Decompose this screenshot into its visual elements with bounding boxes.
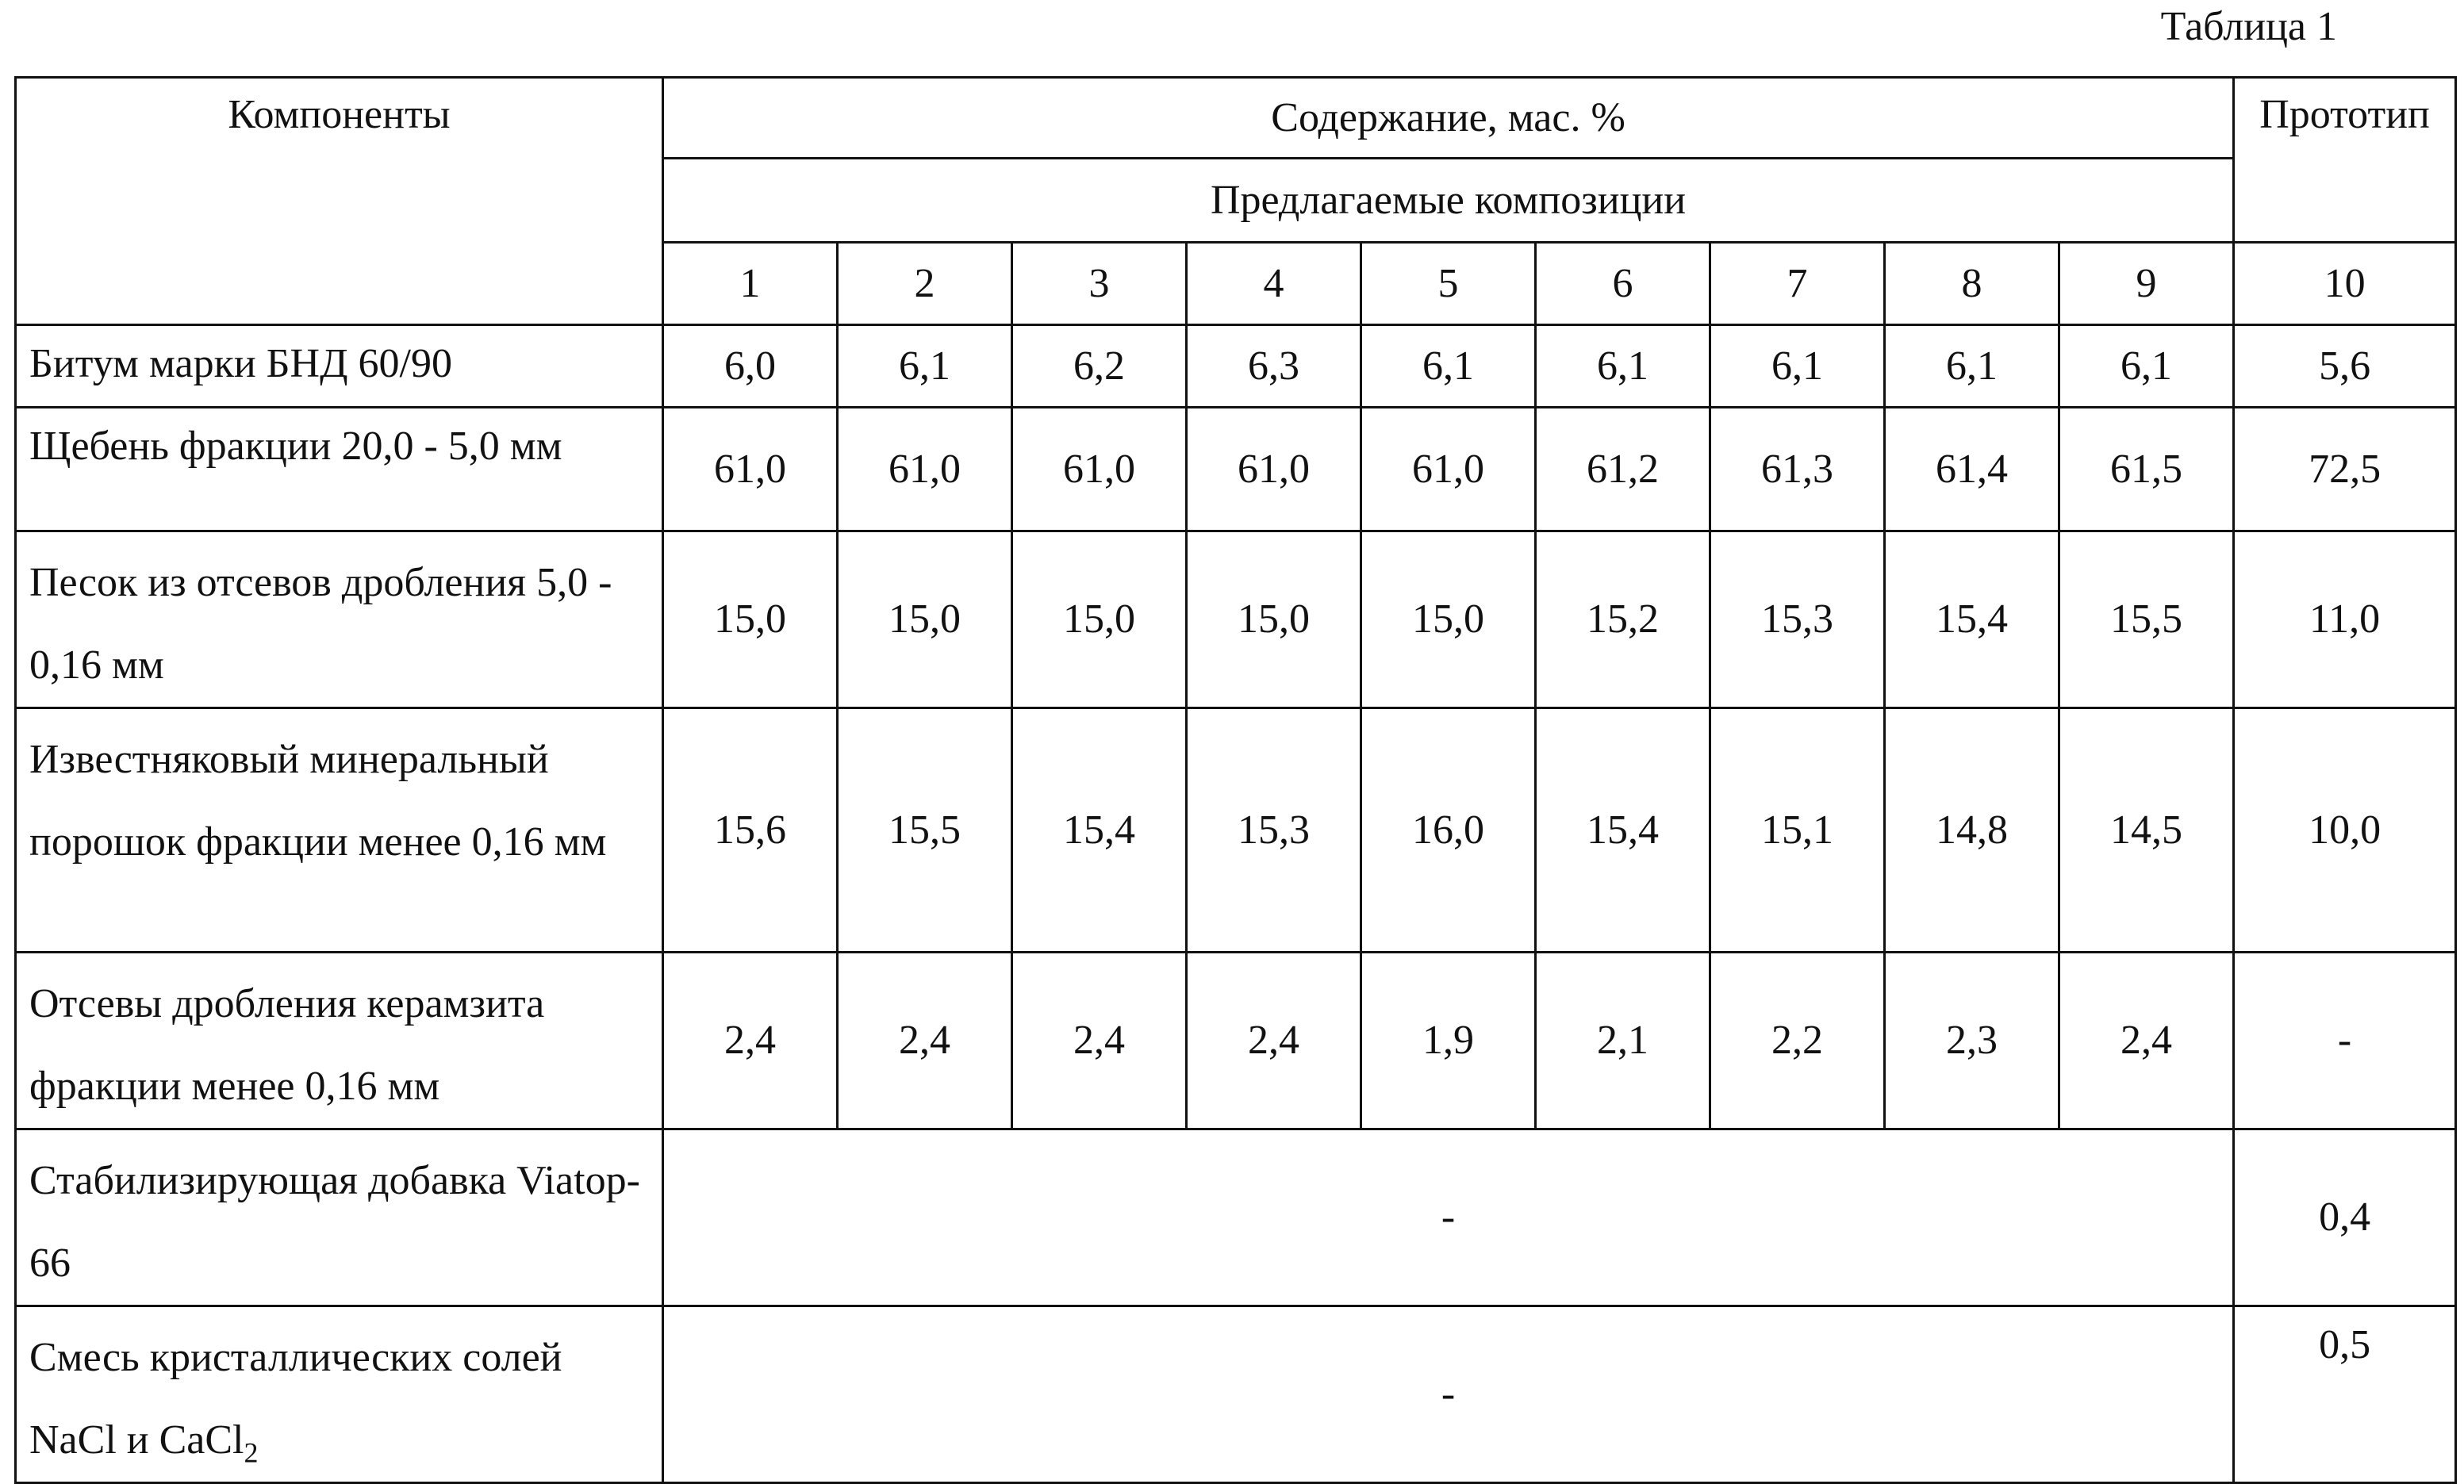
table-cell: 15,0: [1011, 530, 1188, 709]
table-cell: 6,3: [1185, 324, 1362, 408]
table-row: Щебень фракции 20,0 - 5,0 мм 61,0 61,0 6…: [14, 406, 2458, 532]
column-number: 9: [2057, 241, 2236, 326]
table-row: Стабилизирующая добавка Viatop-66 - 0,4: [14, 1128, 2458, 1307]
prototype-cell: 11,0: [2232, 530, 2458, 709]
table-cell: 61,0: [662, 406, 839, 532]
table-cell: 15,3: [1709, 530, 1886, 709]
table-cell: 6,2: [1011, 324, 1188, 408]
table-cell: 6,0: [662, 324, 839, 408]
component-name: Известняковый минеральный порошок фракци…: [14, 707, 664, 953]
table-cell: 15,2: [1534, 530, 1711, 709]
table-cell: 15,5: [2057, 530, 2236, 709]
table-cell: 14,5: [2057, 707, 2236, 953]
table-row: Смесь кристаллических солей NaCl и CaCl2…: [14, 1305, 2458, 1484]
table-cell: 2,4: [1011, 951, 1188, 1130]
table-cell: 15,4: [1011, 707, 1188, 953]
prototype-cell: 0,5: [2232, 1305, 2458, 1484]
header-prototype: Прототип: [2232, 76, 2458, 243]
table-cell: 61,0: [836, 406, 1013, 532]
table-cell: 15,4: [1534, 707, 1711, 953]
table-cell: 2,4: [2057, 951, 2236, 1130]
table-cell: 61,3: [1709, 406, 1886, 532]
table-row: Битум марки БНД 60/90 6,0 6,1 6,2 6,3 6,…: [14, 324, 2458, 408]
component-name: Отсевы дробления керамзита фракции менее…: [14, 951, 664, 1130]
component-name: Щебень фракции 20,0 - 5,0 мм: [14, 406, 664, 532]
table-cell: 6,1: [1360, 324, 1537, 408]
table-cell: 6,1: [1709, 324, 1886, 408]
table-cell: 14,8: [1883, 707, 2060, 953]
table-cell: 2,4: [836, 951, 1013, 1130]
table-cell: 2,3: [1883, 951, 2060, 1130]
column-number: 5: [1360, 241, 1537, 326]
component-name: Битум марки БНД 60/90: [14, 324, 664, 408]
table-cell: 15,0: [1360, 530, 1537, 709]
table-cell: 61,0: [1360, 406, 1537, 532]
column-number: 2: [836, 241, 1013, 326]
table-cell: 6,1: [836, 324, 1013, 408]
component-name: Смесь кристаллических солей NaCl и CaCl2: [14, 1305, 664, 1484]
table-cell: 6,1: [2057, 324, 2236, 408]
table-cell: 2,2: [1709, 951, 1886, 1130]
table-row: Отсевы дробления керамзита фракции менее…: [14, 951, 2458, 1130]
column-number: 7: [1709, 241, 1886, 326]
table-cell: 6,1: [1883, 324, 2060, 408]
prototype-cell: 10,0: [2232, 707, 2458, 953]
table-caption: Таблица 1: [2160, 4, 2337, 49]
prototype-cell: 5,6: [2232, 324, 2458, 408]
prototype-cell: 72,5: [2232, 406, 2458, 532]
column-number: 8: [1883, 241, 2060, 326]
column-number: 10: [2232, 241, 2458, 326]
table-cell: 15,6: [662, 707, 839, 953]
component-name: Стабилизирующая добавка Viatop-66: [14, 1128, 664, 1307]
header-row-numbers: 1 2 3 4 5 6 7 8 9 10: [16, 241, 2458, 326]
table-row: Песок из отсевов дробления 5,0 - 0,16 мм…: [14, 530, 2458, 709]
merged-value-cell: -: [661, 1305, 2236, 1484]
table-cell: 16,0: [1360, 707, 1537, 953]
column-number: 3: [1011, 241, 1188, 326]
table-cell: 15,0: [1185, 530, 1362, 709]
table-cell: 15,4: [1883, 530, 2060, 709]
header-content: Содержание, мас. %: [661, 76, 2236, 159]
component-name: Песок из отсевов дробления 5,0 - 0,16 мм: [14, 530, 664, 709]
table-cell: 15,0: [662, 530, 839, 709]
column-number: 6: [1534, 241, 1711, 326]
component-name-subscript: 2: [244, 1436, 259, 1469]
prototype-cell: -: [2232, 951, 2458, 1130]
component-name-text: Смесь кристаллических солей NaCl и CaCl: [29, 1335, 562, 1463]
table-cell: 2,1: [1534, 951, 1711, 1130]
header-proposed: Предлагаемые композиции: [661, 157, 2236, 243]
table-cell: 2,4: [1185, 951, 1362, 1130]
table-cell: 61,4: [1883, 406, 2060, 532]
table-row: Известняковый минеральный порошок фракци…: [14, 707, 2458, 953]
column-number: 1: [662, 241, 839, 326]
table-cell: 15,3: [1185, 707, 1362, 953]
table-cell: 15,1: [1709, 707, 1886, 953]
table-cell: 61,5: [2057, 406, 2236, 532]
table-cell: 61,0: [1011, 406, 1188, 532]
table-cell: 61,2: [1534, 406, 1711, 532]
table-cell: 15,5: [836, 707, 1013, 953]
prototype-cell: 0,4: [2232, 1128, 2458, 1307]
header-row-content: Компоненты Содержание, мас. % Прототип: [14, 76, 2458, 326]
table-cell: 2,4: [662, 951, 839, 1130]
table-cell: 1,9: [1360, 951, 1537, 1130]
table-cell: 6,1: [1534, 324, 1711, 408]
table-cell: 61,0: [1185, 406, 1362, 532]
header-row-proposed: Предлагаемые композиции: [16, 157, 2456, 243]
column-number: 4: [1185, 241, 1362, 326]
composition-table: Компоненты Содержание, мас. % Прототип П…: [14, 76, 2458, 1484]
merged-value-cell: -: [661, 1128, 2236, 1307]
header-components: Компоненты: [14, 76, 664, 326]
table-cell: 15,0: [836, 530, 1013, 709]
